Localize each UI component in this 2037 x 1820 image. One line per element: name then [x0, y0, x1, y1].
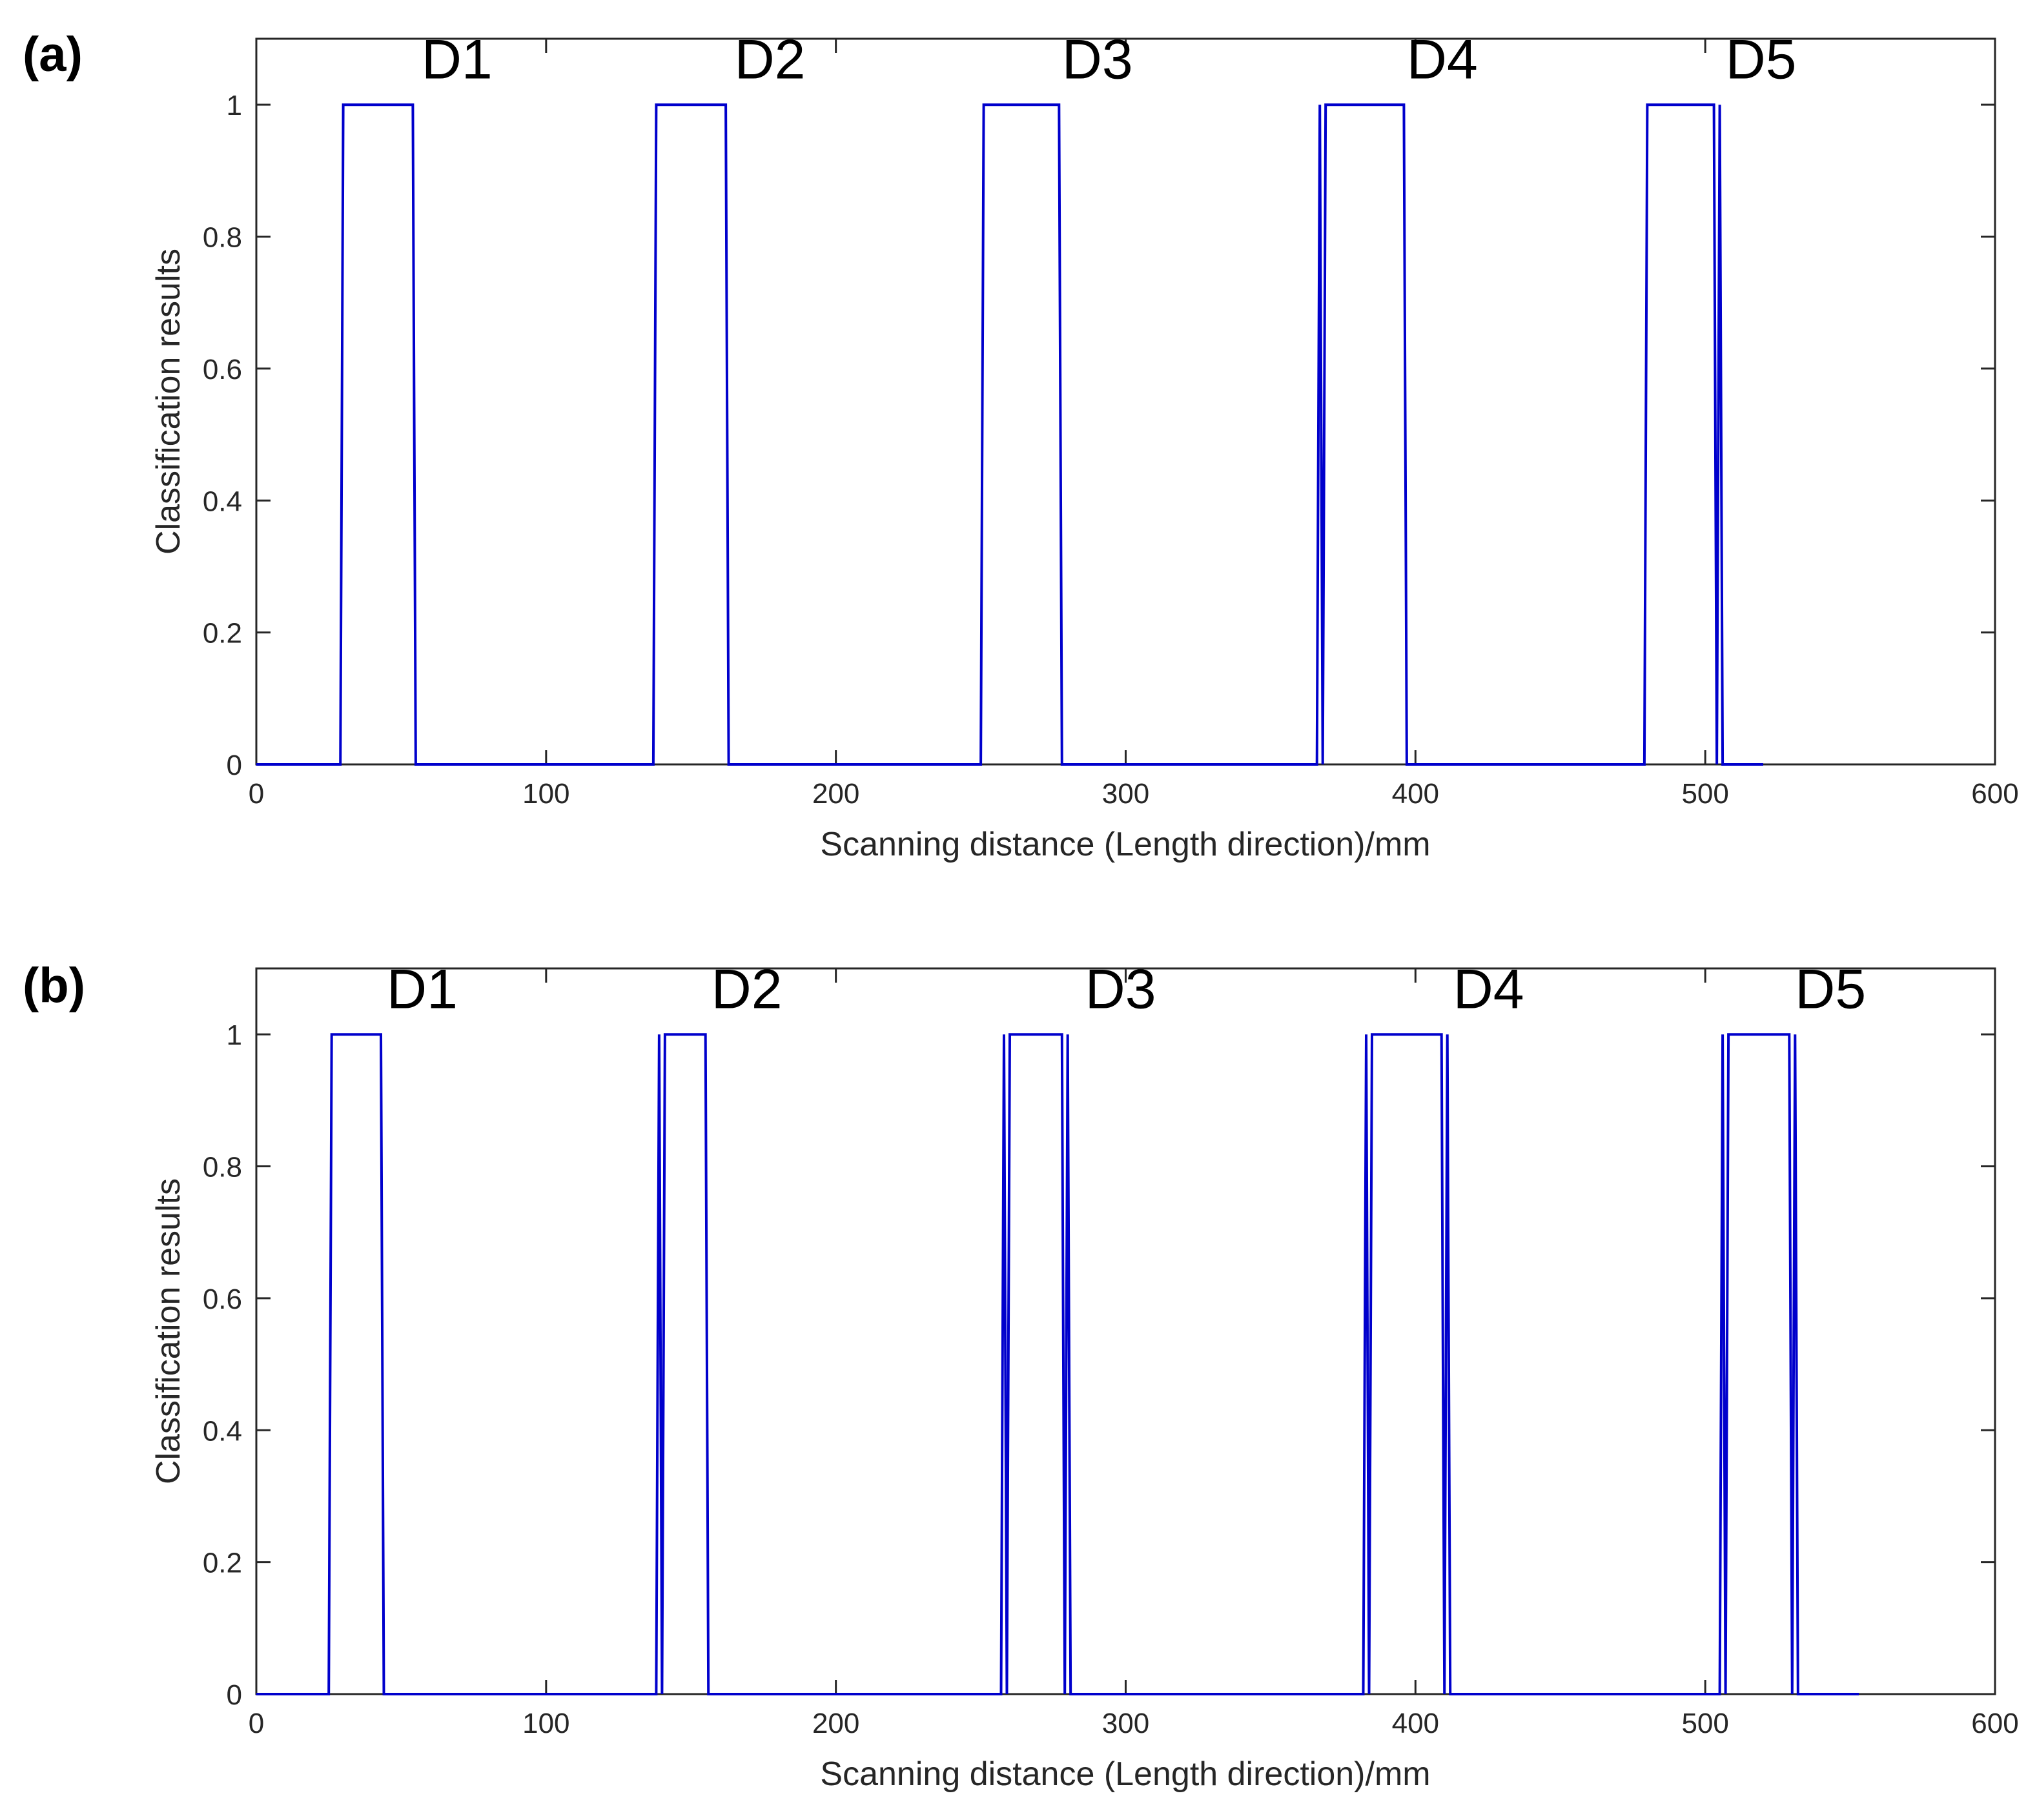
- panel-a-x-tick-label: 600: [1971, 778, 2018, 810]
- panel-a-ticks: [255, 39, 1996, 766]
- panel-b-annotation-d4: D4: [1453, 958, 1524, 1020]
- panel-b-y-tick-label: 0.6: [203, 1283, 242, 1315]
- panel-b-ticks: [255, 968, 1996, 1695]
- panel-a-y-tick-label: 1: [227, 90, 242, 121]
- panel-a-y-tick-label: 0.4: [203, 486, 242, 517]
- chart-panel-b: (b) 0 100 200 300 400 500 600 0 0.2 0.4 0.6 0.8 1 D1…: [23, 958, 2019, 1793]
- panel-b-x-axis-label: Scanning distance (Length direction)/mm: [820, 1755, 1430, 1793]
- panel-b-x-tick-label: 0: [249, 1708, 264, 1739]
- panel-a-annotation-d5: D5: [1726, 28, 1797, 90]
- panel-a-y-tick-label: 0: [227, 750, 242, 781]
- panel-a-x-tick-label: 500: [1681, 778, 1728, 810]
- panel-a-annotation-d1: D1: [422, 28, 493, 90]
- panel-b-annotation-d1: D1: [387, 958, 458, 1020]
- panel-b-annotation-d5: D5: [1795, 958, 1866, 1020]
- panel-a-series-line: [256, 103, 1763, 766]
- panel-a-y-tick-label: 0.2: [203, 618, 242, 649]
- panel-a-annotations: D1 D2 D3 D4 D5: [422, 28, 1797, 90]
- panel-a-x-tick-label: 100: [522, 778, 569, 810]
- panel-b-x-tick-label: 300: [1102, 1708, 1149, 1739]
- panel-a-x-tick-label: 0: [249, 778, 264, 810]
- panel-b-x-tick-label: 200: [812, 1708, 859, 1739]
- panel-a-tick-labels: 0 100 200 300 400 500 600 0 0.2 0.4 0.6 0.8 1: [203, 90, 2019, 810]
- panel-a-y-tick-label: 0.8: [203, 222, 242, 254]
- panel-a-y-axis-label: Classification results: [150, 249, 187, 555]
- panel-b-x-tick-label: 100: [522, 1708, 569, 1739]
- panel-b-x-tick-label: 400: [1392, 1708, 1439, 1739]
- panel-b-y-axis-label: Classification results: [150, 1178, 187, 1484]
- panel-b-y-tick-label: 0.4: [203, 1415, 242, 1447]
- panel-a-annotation-d2: D2: [735, 28, 806, 90]
- panel-b-annotations: D1 D2 D3 D4 D5: [387, 958, 1866, 1020]
- panel-b-annotation-d2: D2: [711, 958, 783, 1020]
- chart-panel-a: (a) 0 100 200 300 400 500 600 0 0.2 0.4 0.6 0.8 1 D1…: [23, 27, 2019, 863]
- panel-b-x-tick-label: 600: [1971, 1708, 2018, 1739]
- panel-b-y-tick-label: 1: [227, 1019, 242, 1051]
- panel-a-annotation-d3: D3: [1062, 28, 1133, 90]
- panel-b-x-tick-label: 500: [1681, 1708, 1728, 1739]
- panel-b-y-tick-label: 0.8: [203, 1152, 242, 1183]
- panel-b-y-tick-label: 0: [227, 1679, 242, 1711]
- panel-b-y-tick-label: 0.2: [203, 1548, 242, 1579]
- panel-a-annotation-d4: D4: [1407, 28, 1478, 90]
- panel-a-x-tick-label: 300: [1102, 778, 1149, 810]
- panel-a-x-axis-label: Scanning distance (Length direction)/mm: [820, 826, 1430, 863]
- panel-a-label: (a): [23, 27, 83, 82]
- panel-b-tick-labels: 0 100 200 300 400 500 600 0 0.2 0.4 0.6 0.8 1: [203, 1019, 2019, 1739]
- panel-a-x-tick-label: 200: [812, 778, 859, 810]
- panel-b-annotation-d3: D3: [1085, 958, 1156, 1020]
- panel-b-label: (b): [23, 958, 85, 1013]
- panel-a-y-tick-label: 0.6: [203, 354, 242, 385]
- panel-b-series-line: [256, 1033, 1859, 1695]
- panel-a-x-tick-label: 400: [1392, 778, 1439, 810]
